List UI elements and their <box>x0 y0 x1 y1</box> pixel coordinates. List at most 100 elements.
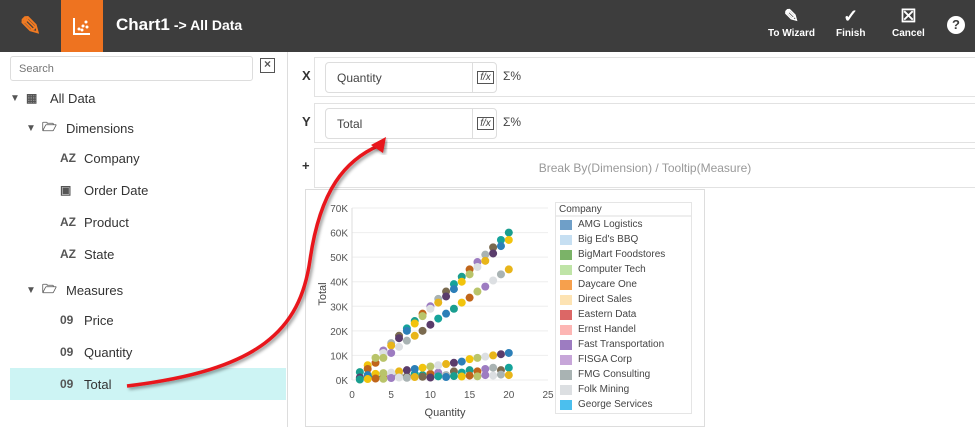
top-bar: ✎ Chart1 -> All Data ✎ To Wizard ✓ Finish ☒… <box>0 0 975 52</box>
number-type-icon: 09 <box>60 345 74 359</box>
legend-swatch <box>560 354 572 365</box>
y-axis-drop-zone[interactable]: Total f/x Σ% <box>314 103 975 143</box>
data-point <box>481 364 490 373</box>
legend-item[interactable]: BigMart Foodstores <box>556 247 691 262</box>
node-label: Price <box>84 312 114 328</box>
legend-swatch <box>560 234 572 245</box>
button-label: Cancel <box>892 28 925 39</box>
aggregate-icon[interactable]: Σ% <box>503 115 522 129</box>
legend-item[interactable]: Big Ed's BBQ <box>556 232 691 247</box>
legend-item[interactable]: Daycare One <box>556 277 691 292</box>
calendar-icon: ▣ <box>60 183 72 197</box>
legend-item[interactable]: AMG Logistics <box>556 217 691 232</box>
break-by-drop-zone[interactable]: Break By(Dimension) / Tooltip(Measure) <box>314 148 975 188</box>
data-point <box>363 375 372 384</box>
tree-item-price[interactable]: 09 Price <box>60 310 114 330</box>
data-point <box>387 341 396 350</box>
y-tick-label: 50K <box>330 253 348 264</box>
legend-item[interactable]: FISGA Corp <box>556 352 691 367</box>
data-point <box>442 309 451 318</box>
formula-button[interactable]: f/x <box>472 63 498 92</box>
legend-swatch <box>560 369 572 380</box>
legend-item[interactable]: Ernst Handel <box>556 322 691 337</box>
data-point <box>402 326 411 335</box>
legend-label: Folk Mining <box>578 384 630 395</box>
help-icon[interactable]: ? <box>947 16 965 34</box>
legend-item[interactable]: FMG Consulting <box>556 367 691 382</box>
expand-triangle-icon[interactable]: ▼ <box>26 122 36 134</box>
data-point <box>496 270 505 279</box>
legend-item[interactable]: Fast Transportation <box>556 337 691 352</box>
data-point <box>426 304 435 313</box>
legend-swatch <box>560 219 572 230</box>
data-point <box>489 363 498 372</box>
data-point <box>442 360 451 369</box>
tree-item-total[interactable]: 09 Total <box>60 374 111 394</box>
legend-swatch <box>560 384 572 395</box>
legend-label: Ernst Handel <box>578 324 636 335</box>
tree-item-quantity[interactable]: 09 Quantity <box>60 342 132 362</box>
data-point <box>442 373 451 382</box>
legend-label: Big Ed's BBQ <box>578 234 639 245</box>
legend-item[interactable]: Eastern Data <box>556 307 691 322</box>
data-point <box>465 270 474 279</box>
y-tick-label: 20K <box>330 327 348 338</box>
cancel-button[interactable]: ☒ Cancel <box>892 6 925 39</box>
data-point <box>418 372 427 381</box>
tree-root-all-data[interactable]: ▼ ▦ All Data <box>10 88 96 108</box>
data-point <box>395 342 404 351</box>
tree-item-product[interactable]: AZ Product <box>60 212 129 232</box>
y-field[interactable]: Total f/x <box>325 108 497 139</box>
legend-item[interactable]: Folk Mining <box>556 382 691 397</box>
tree-item-order-date[interactable]: ▣ Order Date <box>60 180 148 200</box>
legend-label: FMG Consulting <box>578 369 651 380</box>
tree-item-company[interactable]: AZ Company <box>60 148 140 168</box>
expand-triangle-icon[interactable]: ▼ <box>10 92 20 104</box>
legend-label: Computer Tech <box>578 264 646 275</box>
add-icon[interactable]: + <box>302 158 310 173</box>
formula-icon: f/x <box>477 71 494 84</box>
data-point <box>449 285 458 294</box>
data-point <box>449 372 458 381</box>
x-tick-label: 5 <box>388 390 394 401</box>
clear-search-icon[interactable]: × <box>260 58 275 73</box>
expand-triangle-icon[interactable]: ▼ <box>26 284 36 296</box>
search-input[interactable] <box>10 56 253 81</box>
aggregate-icon[interactable]: Σ% <box>503 69 522 83</box>
node-label: Quantity <box>84 344 133 360</box>
number-type-icon: 09 <box>60 313 74 327</box>
legend-swatch <box>560 294 572 305</box>
data-point <box>402 373 411 382</box>
legend-item[interactable]: Computer Tech <box>556 262 691 277</box>
data-point <box>489 276 498 285</box>
legend-item[interactable]: George Services <box>556 397 691 412</box>
data-point <box>402 366 411 375</box>
x-tick-label: 20 <box>503 390 515 401</box>
y-tick-label: 70K <box>330 204 348 215</box>
data-point <box>489 249 498 258</box>
field-name: Total <box>337 117 363 131</box>
data-point <box>395 373 404 382</box>
legend-label: George Services <box>578 399 653 410</box>
legend-swatch <box>560 339 572 350</box>
tree-folder-measures[interactable]: ▼ 🗁 Measures <box>26 280 123 300</box>
data-point <box>465 293 474 302</box>
formula-button[interactable]: f/x <box>472 109 498 138</box>
designer-logo-icon[interactable]: ✎ <box>19 10 42 41</box>
data-point <box>504 363 513 372</box>
data-point <box>379 353 388 362</box>
legend-item[interactable]: Direct Sales <box>556 292 691 307</box>
tree-folder-dimensions[interactable]: ▼ 🗁 Dimensions <box>26 118 134 138</box>
data-point <box>410 364 419 373</box>
data-point <box>465 371 474 380</box>
x-field[interactable]: Quantity f/x <box>325 62 497 93</box>
data-point <box>504 235 513 244</box>
to-wizard-button[interactable]: ✎ To Wizard <box>768 6 815 39</box>
x-axis-drop-zone[interactable]: Quantity f/x Σ% <box>314 57 975 97</box>
data-point <box>481 352 490 361</box>
pencil-icon: ✎ <box>783 6 800 26</box>
tree-item-state[interactable]: AZ State <box>60 244 114 264</box>
finish-button[interactable]: ✓ Finish <box>836 6 865 39</box>
x-tick-label: 10 <box>425 390 437 401</box>
folder-icon: 🗁 <box>42 281 57 296</box>
